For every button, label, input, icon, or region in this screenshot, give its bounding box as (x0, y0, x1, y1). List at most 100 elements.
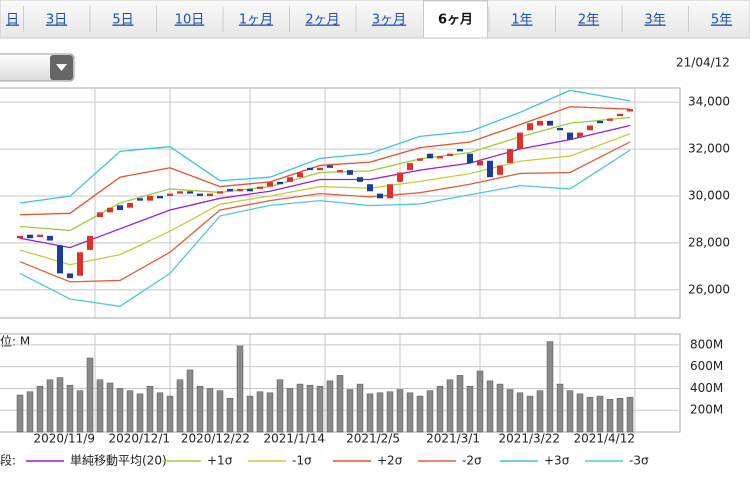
band-line (19, 149, 631, 307)
tab-bar (0, 0, 750, 39)
band-line (19, 133, 631, 266)
volume-bar (346, 389, 354, 433)
volume-bar (36, 386, 44, 433)
y-tick-label: 34,000 (688, 95, 730, 109)
volume-bar (236, 345, 244, 433)
volume-bar (16, 394, 24, 433)
candle-body (307, 167, 313, 171)
volume-bar (26, 391, 34, 433)
volume-bar (196, 386, 204, 433)
candle-body (157, 195, 163, 199)
volume-bar (156, 392, 164, 433)
tab[interactable]: 2ヶ月 (305, 13, 339, 28)
volume-bar (176, 379, 184, 433)
candle-body (607, 118, 613, 121)
tab[interactable]: 3年 (644, 13, 665, 28)
volume-bar (606, 399, 614, 433)
volume-bar (126, 390, 134, 433)
y-tick-label: 28,000 (688, 235, 730, 249)
volume-bar (546, 341, 554, 433)
candle-body (247, 188, 253, 192)
volume-bar (116, 388, 124, 433)
x-tick-label: 2020/12/22 (181, 432, 250, 446)
volume-bar (396, 389, 404, 433)
volume-bar (376, 392, 384, 433)
volume-bar (456, 375, 464, 433)
volume-bar (46, 379, 54, 433)
tab[interactable]: 3日 (46, 13, 67, 28)
candle-body (437, 156, 443, 159)
candle-body (147, 195, 153, 201)
volume-bar (246, 395, 254, 433)
volume-bar (276, 379, 284, 433)
volume-unit-label: 位: M (0, 334, 30, 349)
volume-bar (446, 379, 454, 433)
y-tick-label: 32,000 (688, 142, 730, 156)
volume-bar (66, 384, 74, 433)
candle-body (587, 125, 593, 131)
volume-bar (596, 395, 604, 433)
candle-body (27, 234, 33, 239)
tab[interactable]: 1年 (511, 13, 532, 28)
volume-bar (96, 379, 104, 433)
candle-body (197, 193, 203, 196)
candle-body (617, 113, 623, 117)
volume-bar (306, 384, 314, 433)
volume-bar (466, 386, 474, 433)
volume-bar (556, 383, 564, 433)
x-tick-label: 2020/12/1 (108, 432, 170, 446)
candle-body (457, 149, 463, 152)
volume-bar (316, 386, 324, 433)
candle-body (517, 132, 523, 150)
tab[interactable]: 10日 (175, 13, 205, 28)
x-tick-label: 2021/1/14 (263, 432, 325, 446)
x-tick-label: 2021/2/5 (346, 432, 400, 446)
candle-body (77, 252, 83, 276)
candle-body (277, 181, 283, 185)
tab[interactable]: 5日 (112, 13, 133, 28)
volume-bar (226, 397, 234, 433)
tab[interactable]: 1ヶ月 (239, 13, 273, 28)
volume-bar (356, 383, 364, 433)
candle-body (597, 120, 603, 124)
candle-body (267, 181, 273, 187)
candle-body (347, 170, 353, 175)
volume-bar (56, 377, 64, 433)
volume-bar (336, 375, 344, 433)
tab[interactable]: 5年 (711, 13, 732, 28)
tab[interactable]: 2年 (578, 13, 599, 28)
candle-body (557, 127, 563, 131)
candle-body (367, 184, 373, 192)
candle-body (217, 191, 223, 194)
volume-bar (616, 397, 624, 433)
candle-body (137, 198, 143, 201)
legend-label: +3σ (544, 454, 570, 468)
candle-body (237, 188, 243, 192)
volume-bar (426, 390, 434, 433)
candle-body (177, 191, 183, 194)
volume-bar (476, 370, 484, 433)
legend-label: -3σ (629, 454, 649, 468)
x-tick-label: 2021/3/22 (498, 432, 560, 446)
candle-body (47, 235, 53, 241)
volume-bar (106, 382, 114, 433)
legend-label: -2σ (462, 454, 482, 468)
candle-body (337, 170, 343, 173)
candle-body (407, 163, 413, 171)
x-tick-label: 2021/3/1 (426, 432, 480, 446)
volume-bar (216, 390, 224, 433)
tab[interactable]: 6ヶ月 (438, 13, 473, 28)
candle-body (537, 120, 543, 126)
candle-body (37, 234, 43, 238)
candle-body (417, 158, 423, 161)
tab[interactable]: 3ヶ月 (372, 13, 406, 28)
candle-body (357, 177, 363, 182)
candle-body (227, 188, 233, 192)
tab[interactable]: 日 (6, 13, 19, 28)
legend-label: +2σ (377, 454, 403, 468)
y-tick-label: 800M (690, 337, 723, 351)
legend-label: +1σ (207, 454, 233, 468)
y-tick-label: 30,000 (688, 188, 730, 202)
volume-bar (416, 395, 424, 433)
